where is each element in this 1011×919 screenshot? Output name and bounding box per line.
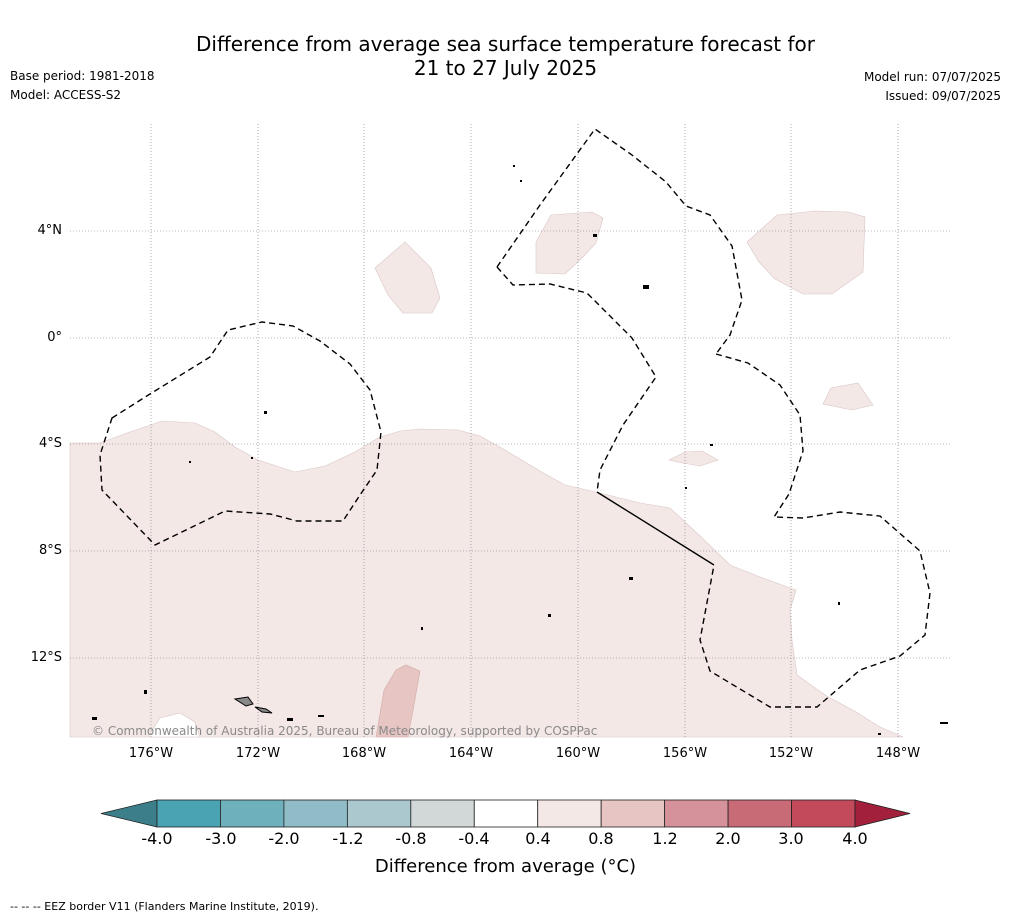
colorbar-tick: 4.0	[842, 829, 868, 848]
map-area	[69, 124, 950, 738]
anomaly-patch-central	[668, 450, 719, 467]
issued-date: Issued: 09/07/2025	[885, 89, 1001, 103]
colorbar-tick: 0.4	[525, 829, 551, 848]
colorbar-tick: 3.0	[778, 829, 804, 848]
lon-label: 160°W	[555, 746, 601, 761]
colorbar-tick: -4.0	[141, 829, 173, 848]
colorbar-tick: 1.2	[652, 829, 678, 848]
colorbar-segment	[664, 799, 729, 828]
colorbar-segment	[283, 799, 348, 828]
colorbar-segment	[791, 799, 856, 828]
eez-border-phoenix	[496, 266, 657, 493]
lon-label: 152°W	[768, 746, 814, 761]
anomaly-patch-north-2	[535, 211, 604, 275]
lon-label: 156°W	[662, 746, 708, 761]
colorbar-tick: -3.0	[205, 829, 237, 848]
colorbar	[100, 799, 911, 828]
lat-label: 4°N	[37, 223, 63, 238]
eez-border-east	[699, 353, 931, 708]
lat-label: 4°S	[38, 436, 62, 451]
lon-label: 168°W	[341, 746, 387, 761]
colorbar-segment	[473, 799, 539, 828]
eez-footnote: -- -- -- EEZ border V11 (Flanders Marine…	[10, 900, 319, 913]
model-run: Model run: 07/07/2025	[863, 70, 1001, 84]
lat-label: 12°S	[30, 650, 62, 665]
strong-anomaly-patch	[375, 664, 421, 738]
island-tutuila	[254, 706, 273, 714]
colorbar-tick: 2.0	[715, 829, 741, 848]
colorbar-segment	[537, 799, 602, 828]
eez-border-line-islands	[496, 128, 743, 355]
base-period: Base period: 1981-2018	[10, 69, 155, 83]
eez-solid-segment	[596, 491, 715, 566]
model-name: Model: ACCESS-S2	[10, 88, 122, 102]
colorbar-tick: -2.0	[268, 829, 300, 848]
eez-border-tokelau-samoa	[99, 321, 382, 546]
colorbar-segment	[156, 799, 221, 828]
eez-borders	[99, 128, 931, 708]
colorbar-segment	[727, 799, 792, 828]
anomaly-patch-north-1	[374, 241, 441, 314]
anomaly-region-south	[69, 420, 904, 738]
lon-label: 176°W	[128, 746, 174, 761]
island-upolu	[233, 696, 254, 707]
colorbar-segment	[220, 799, 285, 828]
anomaly-gap	[147, 712, 201, 738]
copyright-notice: © Commonwealth of Australia 2025, Bureau…	[92, 724, 598, 738]
lon-label: 148°W	[875, 746, 921, 761]
title-line-2: 21 to 27 July 2025	[413, 56, 598, 80]
colorbar-segment	[600, 799, 666, 828]
lon-label: 164°W	[448, 746, 494, 761]
grid-lines	[70, 124, 950, 737]
colorbar-extend-low	[100, 799, 158, 828]
title-line-1: Difference from average sea surface temp…	[195, 32, 815, 56]
lat-label: 8°S	[38, 543, 62, 558]
colorbar-tick: -0.4	[458, 829, 490, 848]
colorbar-tick: -0.8	[395, 829, 427, 848]
lat-label: 0°	[47, 330, 62, 345]
colorbar-label: Difference from average (°C)	[374, 856, 637, 877]
anomaly-patch-north-3	[746, 210, 866, 295]
colorbar-segment	[346, 799, 412, 828]
islands	[92, 165, 948, 735]
lon-label: 172°W	[235, 746, 281, 761]
colorbar-tick: -1.2	[332, 829, 364, 848]
colorbar-segment	[410, 799, 475, 828]
colorbar-tick: 0.8	[588, 829, 614, 848]
colorbar-extend-high	[854, 799, 911, 828]
anomaly-patch-east	[822, 382, 874, 411]
